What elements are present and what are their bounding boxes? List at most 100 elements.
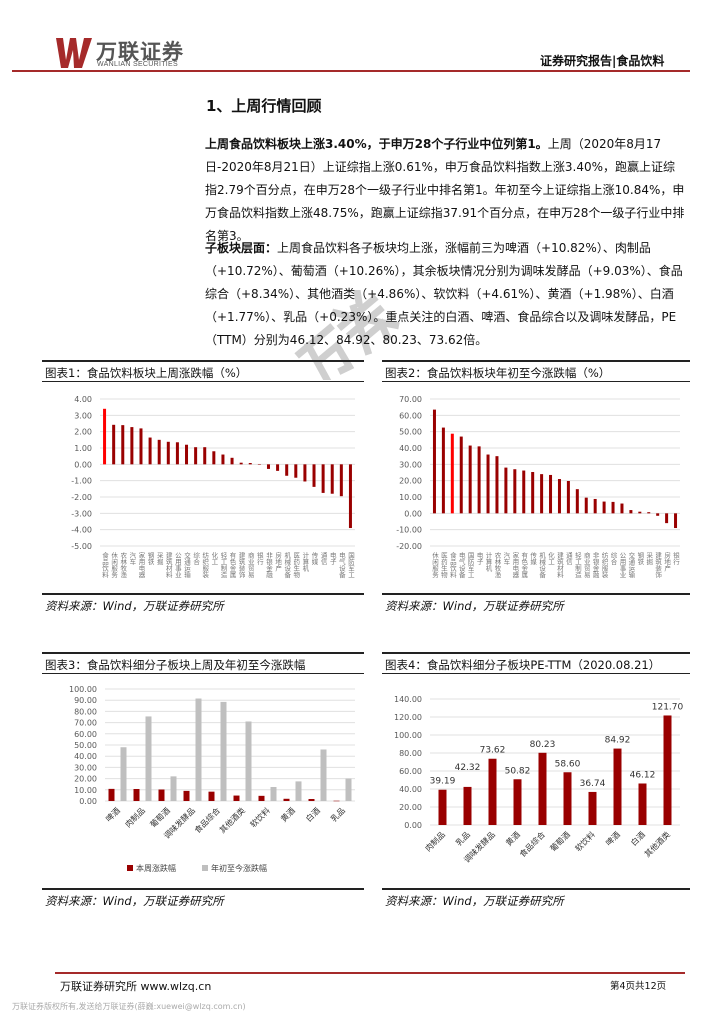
- bar: [584, 497, 588, 514]
- bar: [563, 772, 572, 825]
- x-category-label: 机械设备: [538, 551, 546, 580]
- legend-label: 本周涨跌幅: [136, 863, 176, 873]
- x-category-label: 电子: [328, 551, 336, 566]
- data-label: 42.32: [455, 763, 481, 773]
- bar: [463, 786, 472, 825]
- data-label: 84.92: [605, 736, 631, 746]
- x-category-label: 食品综合: [517, 829, 547, 859]
- data-label: 58.60: [555, 759, 581, 769]
- figure-bottom-rule: [382, 888, 690, 890]
- bar: [294, 464, 298, 478]
- y-tick-label: -20.00: [396, 542, 422, 551]
- footer-divider: [55, 972, 685, 974]
- legend-label: 年初至今涨跌幅: [211, 863, 267, 873]
- bar-ytd: [220, 701, 227, 801]
- bar: [638, 511, 642, 514]
- x-category-label: 传媒: [529, 551, 537, 567]
- bar: [477, 446, 481, 514]
- x-category-label: 肉制品: [123, 805, 147, 829]
- figure-top-rule: [42, 652, 364, 654]
- x-category-label: 其他酒类: [642, 829, 672, 859]
- bar: [613, 748, 622, 825]
- bar: [166, 441, 170, 465]
- y-tick-label: 0.00: [404, 509, 422, 518]
- bar: [212, 451, 216, 465]
- y-tick-label: -2.00: [71, 493, 92, 502]
- logo-english: WANLIAN SECURITIES: [97, 61, 178, 68]
- bar-weekly: [308, 799, 315, 801]
- y-tick-label: 70.00: [74, 719, 97, 728]
- figure-top-rule: [382, 360, 690, 362]
- bar: [663, 715, 672, 825]
- paragraph-lead: 上周食品饮料板块上涨3.40%，于申万28个子行业中位列第1。: [205, 137, 548, 151]
- x-category-label: 钢铁: [636, 552, 644, 567]
- x-category-label: 汽车: [128, 551, 136, 567]
- bar: [239, 462, 243, 465]
- bar-weekly: [258, 795, 265, 801]
- figure-4-title: 图表4：食品饮料细分子板块PE-TTM（2020.08.21）: [385, 658, 661, 672]
- x-category-label: 化工: [210, 551, 218, 566]
- bar: [148, 437, 152, 465]
- x-category-label: 医药生物: [439, 552, 447, 580]
- y-tick-label: 60.00: [74, 730, 97, 739]
- x-category-label: 啤酒: [104, 805, 122, 823]
- bar: [103, 408, 107, 465]
- data-label: 39.19: [430, 777, 456, 787]
- bar-weekly: [333, 800, 340, 802]
- bar: [441, 427, 445, 514]
- x-category-label: 黄酒: [504, 829, 522, 847]
- x-category-label: 公用事业: [173, 552, 181, 578]
- bar: [665, 513, 669, 524]
- bar: [647, 512, 651, 514]
- y-tick-label: 40.00: [74, 752, 97, 761]
- x-category-label: 肉制品: [423, 829, 447, 853]
- y-tick-label: 10.00: [74, 786, 97, 795]
- x-category-label: 软饮料: [573, 829, 597, 853]
- x-category-label: 建筑材料: [555, 551, 563, 580]
- bar: [674, 513, 678, 529]
- x-category-label: 纺织服装: [201, 551, 209, 580]
- figure-bottom-rule: [42, 593, 364, 595]
- y-tick-label: 4.00: [74, 395, 92, 404]
- bar: [157, 439, 161, 465]
- figure-bottom-rule: [42, 888, 364, 890]
- data-label: 80.23: [530, 740, 556, 750]
- x-category-label: 纺织服装: [600, 551, 608, 580]
- y-tick-label: 10.00: [399, 493, 422, 502]
- bar: [348, 464, 352, 529]
- x-category-label: 白酒: [304, 805, 322, 823]
- bar: [620, 503, 624, 514]
- bar: [130, 427, 134, 465]
- y-tick-label: -3.00: [71, 509, 92, 518]
- bar: [593, 498, 597, 514]
- bar: [438, 789, 447, 825]
- y-tick-label: 100.00: [69, 685, 97, 694]
- x-category-label: 房地产: [663, 551, 671, 573]
- bar-ytd: [120, 747, 127, 801]
- x-category-label: 有色金属: [228, 551, 236, 580]
- bar: [575, 489, 579, 514]
- y-tick-label: 1.00: [74, 444, 92, 453]
- y-tick-label: 140.00: [394, 695, 422, 704]
- bar-weekly: [233, 795, 240, 801]
- bar: [285, 464, 289, 476]
- bar: [611, 501, 615, 514]
- x-category-label: 计算机: [301, 551, 309, 573]
- y-tick-label: 50.00: [74, 741, 97, 750]
- x-category-label: 葡萄酒: [148, 805, 172, 829]
- figure-2-source: 资料来源：Wind，万联证券研究所: [385, 599, 564, 613]
- figure-1-source: 资料来源：Wind，万联证券研究所: [45, 599, 224, 613]
- x-category-label: 公用事业: [618, 552, 626, 578]
- y-tick-label: 120.00: [394, 713, 422, 722]
- data-label: 121.70: [652, 702, 684, 712]
- y-tick-label: 60.00: [399, 411, 422, 420]
- x-category-label: 通信: [564, 551, 572, 567]
- bar: [486, 454, 490, 514]
- page-number: 第4页共12页: [610, 981, 667, 992]
- chart-subsector-pe: 140.00 120.00 100.00 80.00 60.00 40.00 20.00 0.…: [394, 695, 684, 865]
- bar: [339, 464, 343, 497]
- y-tick-label: 0.00: [404, 821, 422, 830]
- x-category-label: 乳品: [454, 829, 472, 847]
- x-category-label: 休闲服务: [430, 551, 438, 580]
- bar: [602, 501, 606, 514]
